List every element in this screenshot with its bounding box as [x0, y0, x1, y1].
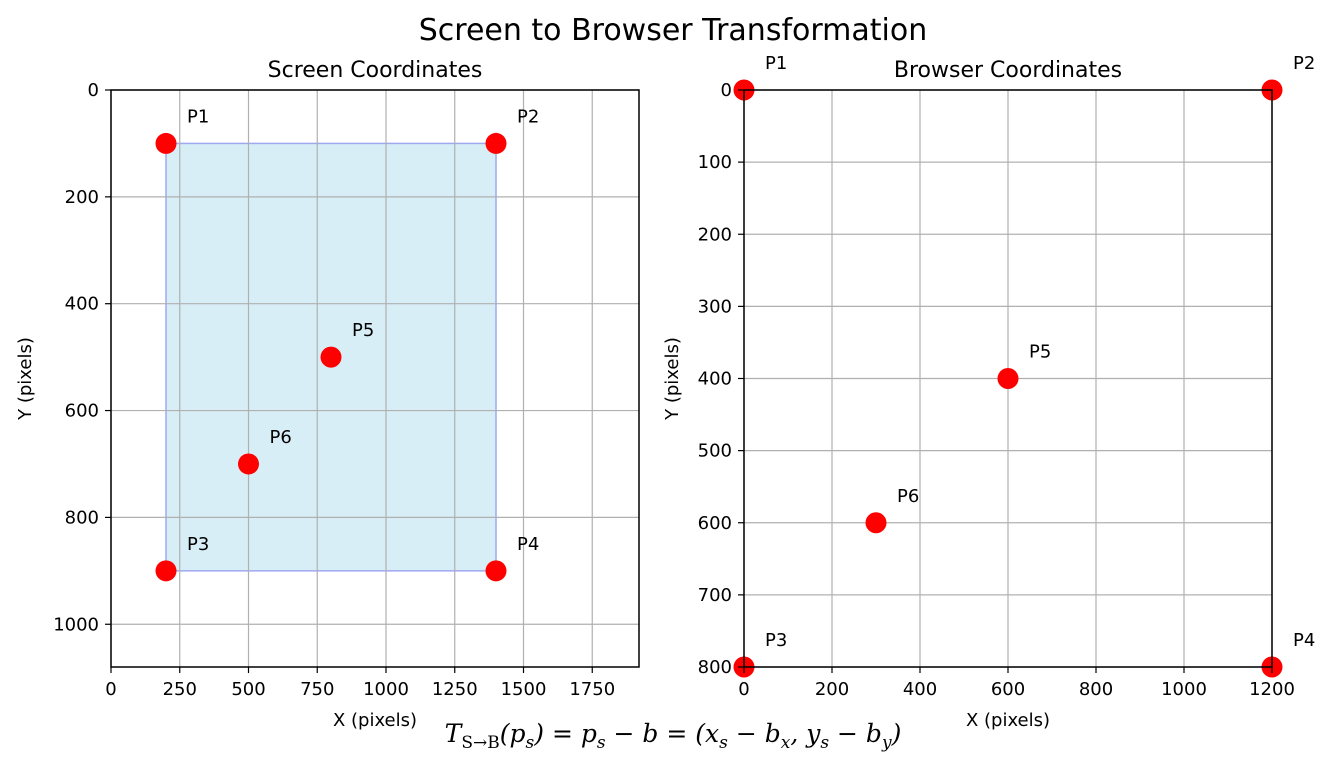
- y-tick-label: 400: [698, 369, 732, 390]
- point-label-p3: P3: [765, 630, 787, 651]
- axes-frame: [110, 89, 640, 668]
- point-label-p2: P2: [1293, 53, 1315, 74]
- y-tick-label: 100: [698, 152, 732, 173]
- data-point-p6: [865, 512, 887, 534]
- y-tick-label: 400: [65, 294, 99, 315]
- y-tick-label: 200: [65, 187, 99, 208]
- y-tick-label: 700: [698, 585, 732, 606]
- x-axis-label: X (pixels): [333, 710, 417, 731]
- point-label-p1: P1: [765, 53, 787, 74]
- data-point-p2: [485, 132, 507, 154]
- y-tick-label: 800: [65, 507, 99, 528]
- point-label-p3: P3: [187, 534, 209, 555]
- data-point-p1: [155, 132, 177, 154]
- x-tick-label: 600: [991, 679, 1025, 700]
- x-tick-label: 400: [903, 679, 937, 700]
- x-tick-label: 1200: [1249, 679, 1295, 700]
- point-label-p2: P2: [517, 106, 539, 127]
- data-point-p4: [485, 560, 507, 582]
- y-tick-label: 500: [698, 441, 732, 462]
- x-tick-label: 1250: [432, 679, 478, 700]
- y-tick-label: 1000: [53, 614, 99, 635]
- screen-coordinates-plot: 0 250 500 750 1000 1250 1500 1750 0 200 400 600 800 1…: [15, 58, 640, 731]
- x-tick-label: 0: [738, 679, 749, 700]
- point-label-p4: P4: [517, 534, 539, 555]
- x-tick-label: 0: [105, 679, 116, 700]
- transformation-formula: TS→B(ps) = ps − b = (xs − bx, ys − by): [445, 719, 902, 753]
- x-tick-label: 1000: [363, 679, 409, 700]
- y-tick-label: 200: [698, 224, 732, 245]
- x-tick-label: 1000: [1161, 679, 1207, 700]
- data-point-p6: [238, 453, 259, 475]
- point-label-p6: P6: [270, 427, 292, 448]
- data-point-p3: [155, 560, 177, 582]
- x-tick-label: 800: [1079, 679, 1113, 700]
- x-tick-label: 1500: [501, 679, 547, 700]
- y-axis-label: Y (pixels): [15, 337, 36, 421]
- y-tick-label: 0: [721, 80, 732, 101]
- data-point-p5: [320, 346, 342, 368]
- y-tick-label: 0: [88, 80, 99, 101]
- point-label-p5: P5: [352, 320, 374, 341]
- x-tick-label: 250: [163, 679, 197, 700]
- axes-title: Screen Coordinates: [268, 58, 483, 83]
- axes-title: Browser Coordinates: [894, 58, 1122, 83]
- browser-coordinates-plot: 0 200 400 600 800 1000 1200 0 100 200 300 400 500 600…: [662, 53, 1315, 731]
- y-tick-label: 600: [698, 513, 732, 534]
- y-axis-label: Y (pixels): [662, 337, 683, 421]
- x-tick-label: 750: [300, 679, 334, 700]
- y-tick-label: 600: [65, 401, 99, 422]
- point-label-p6: P6: [897, 486, 919, 507]
- x-tick-label: 200: [815, 679, 849, 700]
- point-label-p4: P4: [1293, 630, 1315, 651]
- point-label-p1: P1: [187, 106, 209, 127]
- x-axis-label: X (pixels): [966, 710, 1050, 731]
- figure-title: Screen to Browser Transformation: [419, 13, 928, 48]
- data-point-p5: [997, 368, 1019, 389]
- y-tick-label: 300: [698, 296, 732, 317]
- x-tick-label: 500: [231, 679, 265, 700]
- point-label-p5: P5: [1029, 342, 1051, 363]
- x-tick-label: 1750: [569, 679, 615, 700]
- y-tick-label: 800: [698, 657, 732, 678]
